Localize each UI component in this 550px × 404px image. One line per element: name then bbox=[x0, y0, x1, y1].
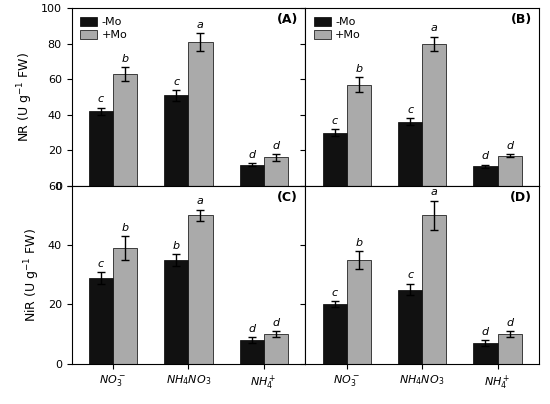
Bar bbox=[89, 278, 113, 364]
Bar bbox=[240, 340, 264, 364]
Bar bbox=[346, 260, 371, 364]
Bar bbox=[398, 290, 422, 364]
Text: d: d bbox=[272, 318, 279, 328]
Bar bbox=[113, 248, 137, 364]
Bar bbox=[264, 158, 288, 186]
Legend: -Mo, +Mo: -Mo, +Mo bbox=[77, 14, 130, 43]
Text: a: a bbox=[431, 23, 438, 33]
Text: c: c bbox=[407, 270, 413, 280]
Text: b: b bbox=[122, 223, 129, 233]
Bar bbox=[323, 133, 346, 186]
Text: b: b bbox=[173, 241, 180, 251]
Text: c: c bbox=[98, 259, 104, 269]
Bar bbox=[164, 260, 188, 364]
Bar bbox=[422, 44, 446, 186]
Text: (B): (B) bbox=[511, 13, 532, 26]
Text: d: d bbox=[272, 141, 279, 151]
Bar bbox=[346, 84, 371, 186]
Text: a: a bbox=[431, 187, 438, 198]
Text: c: c bbox=[173, 77, 179, 86]
Text: (C): (C) bbox=[277, 191, 298, 204]
Text: b: b bbox=[355, 238, 362, 248]
Text: c: c bbox=[98, 95, 104, 104]
Bar bbox=[422, 215, 446, 364]
Bar bbox=[89, 111, 113, 186]
Text: b: b bbox=[122, 54, 129, 63]
Text: a: a bbox=[197, 20, 204, 30]
Bar bbox=[264, 334, 288, 364]
Bar bbox=[240, 164, 264, 186]
Text: (A): (A) bbox=[277, 13, 298, 26]
Bar bbox=[164, 95, 188, 186]
Text: c: c bbox=[332, 116, 338, 126]
Bar bbox=[498, 334, 521, 364]
Text: d: d bbox=[248, 324, 255, 334]
Text: c: c bbox=[332, 288, 338, 298]
Text: d: d bbox=[506, 318, 513, 328]
Text: d: d bbox=[482, 327, 489, 337]
Text: a: a bbox=[197, 196, 204, 206]
Bar bbox=[323, 304, 346, 364]
Y-axis label: NR (U g$^{-1}$ FW): NR (U g$^{-1}$ FW) bbox=[15, 52, 35, 142]
Legend: -Mo, +Mo: -Mo, +Mo bbox=[311, 14, 364, 43]
Text: d: d bbox=[506, 141, 513, 151]
Bar bbox=[474, 343, 498, 364]
Y-axis label: NiR (U g$^{-1}$ FW): NiR (U g$^{-1}$ FW) bbox=[23, 228, 42, 322]
Bar bbox=[398, 122, 422, 186]
Bar bbox=[113, 74, 137, 186]
Bar bbox=[498, 156, 521, 186]
Bar bbox=[188, 215, 212, 364]
Text: (D): (D) bbox=[510, 191, 532, 204]
Bar bbox=[188, 42, 212, 186]
Text: d: d bbox=[482, 152, 489, 161]
Text: c: c bbox=[407, 105, 413, 115]
Bar bbox=[474, 166, 498, 186]
Text: d: d bbox=[248, 149, 255, 160]
Text: b: b bbox=[355, 64, 362, 74]
